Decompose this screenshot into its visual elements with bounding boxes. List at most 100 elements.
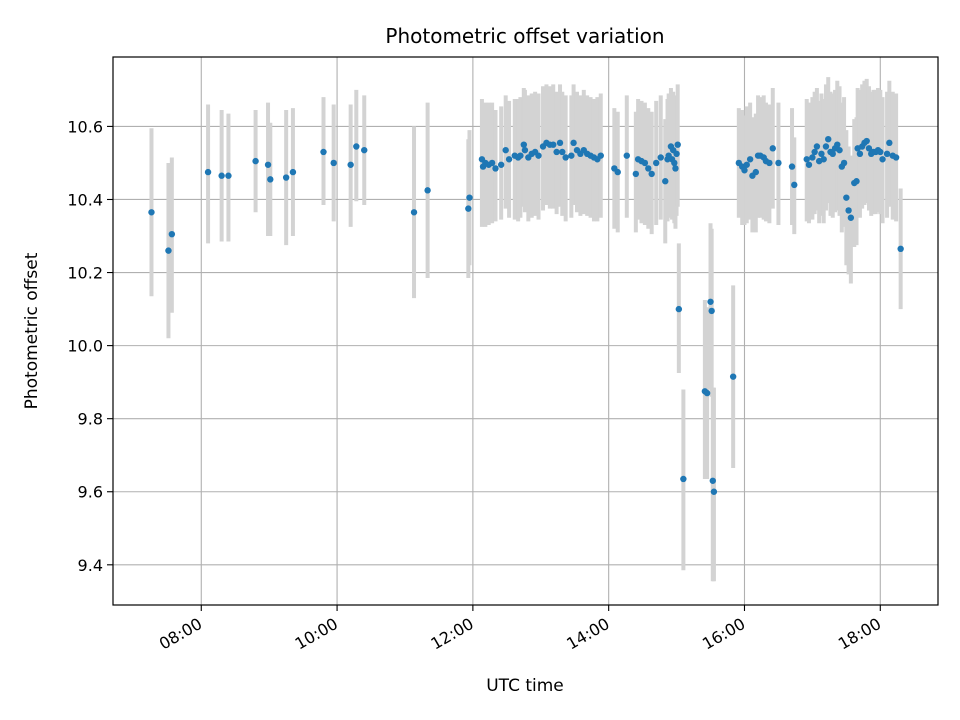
data-point bbox=[853, 178, 860, 185]
data-point bbox=[570, 139, 577, 147]
data-point bbox=[820, 156, 827, 163]
data-point bbox=[148, 209, 155, 216]
data-point bbox=[843, 194, 850, 201]
y-tick-label: 9.8 bbox=[78, 410, 103, 429]
data-point bbox=[597, 152, 604, 159]
data-point bbox=[662, 178, 669, 185]
data-point bbox=[505, 156, 513, 163]
data-point bbox=[811, 148, 818, 156]
y-tick-label: 10.2 bbox=[67, 264, 103, 283]
data-point bbox=[645, 165, 652, 172]
data-point bbox=[672, 165, 679, 172]
y-axis-label: Photometric offset bbox=[22, 252, 42, 409]
grid bbox=[113, 57, 938, 605]
data-point bbox=[729, 373, 737, 380]
data-point bbox=[502, 146, 509, 154]
data-point bbox=[845, 207, 852, 214]
data-point bbox=[680, 475, 687, 483]
data-point bbox=[556, 139, 564, 147]
data-point bbox=[897, 245, 904, 252]
data-point bbox=[320, 148, 327, 156]
data-point bbox=[521, 146, 529, 154]
x-axis-label: UTC time bbox=[486, 676, 564, 696]
data-point bbox=[347, 161, 354, 168]
data-point bbox=[856, 150, 864, 158]
data-point bbox=[497, 161, 505, 168]
data-point bbox=[791, 181, 798, 189]
y-tick-label: 10.4 bbox=[67, 190, 103, 209]
data-point bbox=[535, 152, 542, 159]
data-point bbox=[825, 136, 832, 143]
data-points bbox=[148, 136, 904, 495]
data-point bbox=[632, 170, 640, 178]
data-point bbox=[267, 176, 274, 183]
data-point bbox=[708, 307, 715, 315]
data-point bbox=[657, 154, 664, 161]
data-point bbox=[886, 139, 893, 147]
data-point bbox=[847, 214, 855, 221]
data-point bbox=[809, 154, 816, 161]
data-point bbox=[488, 159, 496, 167]
data-point bbox=[822, 143, 830, 150]
data-point bbox=[204, 168, 212, 176]
data-point bbox=[465, 205, 472, 212]
plot-frame bbox=[112, 56, 939, 606]
data-point bbox=[775, 159, 782, 167]
data-point bbox=[553, 148, 560, 156]
data-point bbox=[252, 157, 259, 165]
data-point bbox=[743, 161, 750, 168]
data-point bbox=[805, 161, 813, 168]
data-point bbox=[614, 168, 621, 176]
data-point bbox=[671, 159, 678, 167]
data-point bbox=[840, 159, 848, 167]
data-point bbox=[424, 187, 431, 194]
data-point bbox=[879, 156, 886, 163]
y-tick-label: 10.0 bbox=[67, 337, 103, 356]
data-point bbox=[883, 150, 891, 158]
data-point bbox=[330, 159, 337, 167]
data-point bbox=[648, 170, 655, 178]
data-point bbox=[675, 305, 683, 313]
data-point bbox=[829, 150, 836, 158]
data-point bbox=[818, 150, 825, 158]
data-point bbox=[492, 165, 499, 172]
data-point bbox=[466, 194, 473, 201]
data-point bbox=[165, 247, 172, 254]
data-point bbox=[863, 137, 870, 145]
data-point bbox=[877, 148, 884, 156]
data-point bbox=[218, 172, 225, 179]
data-point bbox=[559, 148, 566, 156]
y-tick-label: 9.4 bbox=[78, 556, 103, 575]
data-point bbox=[623, 152, 630, 159]
data-point bbox=[803, 156, 810, 163]
data-point bbox=[361, 146, 368, 154]
data-point bbox=[550, 141, 557, 148]
data-point bbox=[741, 167, 748, 174]
data-point bbox=[520, 141, 528, 148]
data-point bbox=[752, 168, 759, 176]
data-point bbox=[709, 477, 716, 484]
chart-title: Photometric offset variation bbox=[385, 24, 664, 48]
data-point bbox=[674, 141, 681, 148]
data-point bbox=[813, 143, 821, 150]
data-point bbox=[562, 154, 569, 161]
data-point bbox=[410, 209, 418, 216]
data-point bbox=[710, 488, 718, 495]
data-point bbox=[788, 163, 796, 170]
data-point bbox=[836, 146, 843, 154]
data-point bbox=[168, 230, 176, 238]
data-point bbox=[834, 141, 841, 148]
data-point bbox=[282, 174, 290, 181]
y-tick-label: 9.6 bbox=[78, 483, 103, 502]
data-point bbox=[353, 143, 360, 150]
data-point bbox=[766, 159, 773, 167]
data-point bbox=[865, 145, 873, 152]
data-point bbox=[517, 152, 524, 159]
y-axis: 9.4 9.6 9.8 10.0 10.2 10.4 10.6 bbox=[67, 117, 113, 575]
data-point bbox=[568, 152, 575, 159]
data-point bbox=[769, 145, 776, 152]
data-point bbox=[892, 154, 900, 161]
data-point bbox=[746, 156, 754, 163]
data-point bbox=[653, 159, 660, 167]
